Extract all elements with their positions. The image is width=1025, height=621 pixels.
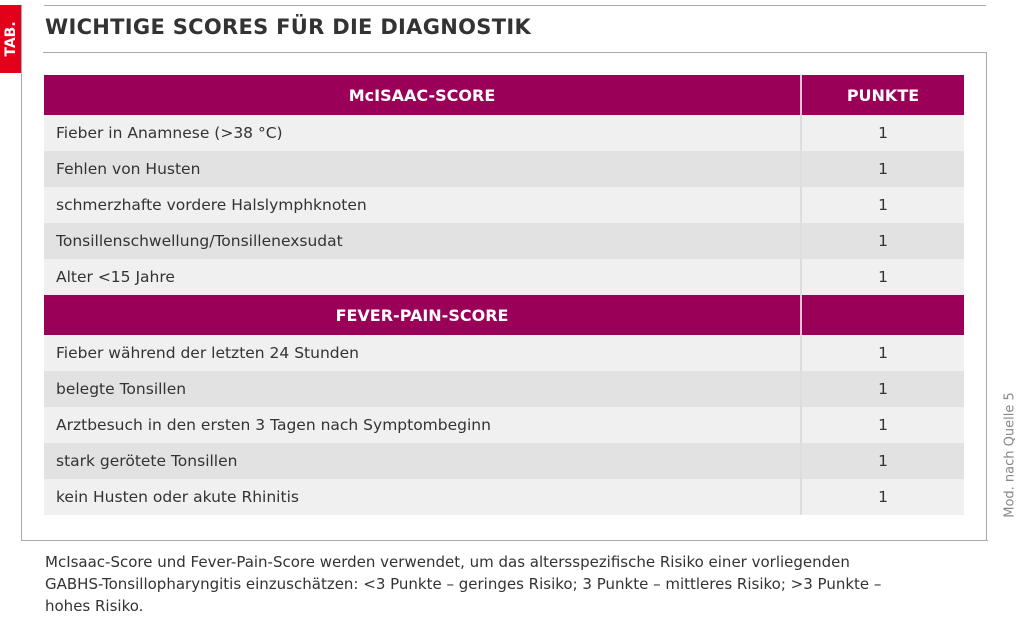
- points-header: PUNKTE: [801, 75, 964, 115]
- points-cell: 1: [801, 223, 964, 259]
- criterion-cell: Fieber während der letzten 24 Stunden: [44, 335, 802, 371]
- criterion-cell: Alter <15 Jahre: [44, 259, 802, 295]
- scores-table: McISAAC-SCORE PUNKTE Fieber in Anamnese (>…: [44, 75, 964, 515]
- table-row: stark gerötete Tonsillen 1: [44, 443, 964, 479]
- table-caption: McIsaac-Score und Fever-Pain-Score werde…: [45, 553, 882, 615]
- source-note: Mod. nach Quelle 5: [1002, 392, 1018, 518]
- title-rule: [43, 52, 987, 53]
- criterion-cell: Fehlen von Husten: [44, 151, 802, 187]
- table-row: Fieber während der letzten 24 Stunden 1: [44, 335, 964, 371]
- table-row: Tonsillenschwellung/Tonsillenexsudat 1: [44, 223, 964, 259]
- points-cell: 1: [801, 443, 964, 479]
- table-row: kein Husten oder akute Rhinitis 1: [44, 479, 964, 515]
- tab-label-badge: TAB.: [0, 5, 21, 73]
- points-cell: 1: [801, 151, 964, 187]
- points-cell: 1: [801, 187, 964, 223]
- table-row: schmerzhafte vordere Halslymphknoten 1: [44, 187, 964, 223]
- points-cell: 1: [801, 479, 964, 515]
- criterion-cell: Fieber in Anamnese (>38 °C): [44, 115, 802, 151]
- section-header: McISAAC-SCORE: [44, 75, 802, 115]
- table-row: Arztbesuch in den ersten 3 Tagen nach Sy…: [44, 407, 964, 443]
- page-title: WICHTIGE SCORES FÜR DIE DIAGNOSTIK: [45, 15, 532, 39]
- criterion-cell: kein Husten oder akute Rhinitis: [44, 479, 802, 515]
- frame-right-rule: [986, 52, 987, 541]
- points-cell: 1: [801, 407, 964, 443]
- points-cell: 1: [801, 335, 964, 371]
- points-cell: 1: [801, 371, 964, 407]
- section-header-row: McISAAC-SCORE PUNKTE: [44, 75, 964, 115]
- table-frame: [21, 5, 988, 541]
- table-row: Fehlen von Husten 1: [44, 151, 964, 187]
- criterion-cell: belegte Tonsillen: [44, 371, 802, 407]
- points-header: [801, 295, 964, 335]
- tab-label: TAB.: [2, 21, 19, 57]
- top-rule: [44, 5, 986, 6]
- criterion-cell: schmerzhafte vordere Halslymphknoten: [44, 187, 802, 223]
- points-cell: 1: [801, 259, 964, 295]
- points-cell: 1: [801, 115, 964, 151]
- criterion-cell: stark gerötete Tonsillen: [44, 443, 802, 479]
- section-header-row: FEVER-PAIN-SCORE: [44, 295, 964, 335]
- criterion-cell: Tonsillenschwellung/Tonsillenexsudat: [44, 223, 802, 259]
- table-row: Fieber in Anamnese (>38 °C) 1: [44, 115, 964, 151]
- table-row: belegte Tonsillen 1: [44, 371, 964, 407]
- section-header: FEVER-PAIN-SCORE: [44, 295, 802, 335]
- criterion-cell: Arztbesuch in den ersten 3 Tagen nach Sy…: [44, 407, 802, 443]
- table-row: Alter <15 Jahre 1: [44, 259, 964, 295]
